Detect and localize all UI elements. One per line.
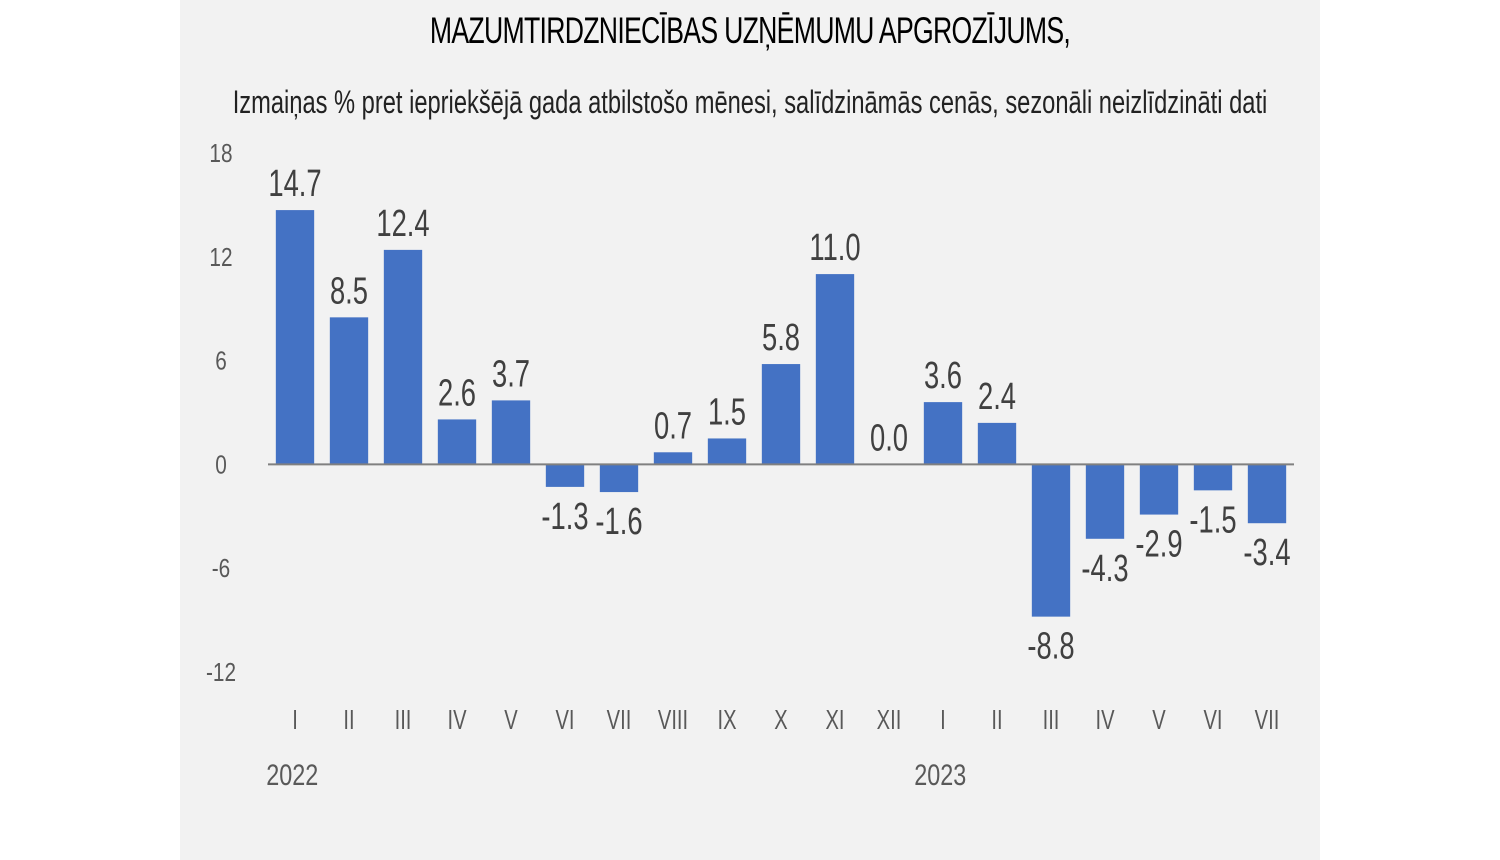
x-tick-label: V (1152, 705, 1166, 736)
y-tick-label: 18 (209, 139, 232, 168)
data-label: -3.4 (1243, 532, 1290, 574)
bar (707, 438, 747, 465)
data-label: 2.4 (978, 376, 1016, 418)
y-tick-label: -6 (212, 554, 230, 583)
bar (761, 364, 801, 465)
x-tick-label: XI (825, 705, 844, 736)
x-tick-label: IV (1095, 705, 1115, 736)
data-label: -1.5 (1189, 499, 1236, 541)
bar (1193, 464, 1233, 491)
data-label: 8.5 (330, 270, 368, 312)
x-tick-label: III (395, 705, 412, 736)
data-label: -8.8 (1027, 625, 1074, 667)
bar (491, 400, 531, 465)
data-labels: 14.7 8.512.4 2.6 3.7 -1.3 -1.6 0.7 1.5 5.8 11.0 0.… (268, 163, 1290, 668)
x-tick-label: VI (555, 705, 574, 736)
x-tick-label: VIII (658, 705, 688, 736)
data-label: 0.7 (654, 405, 692, 447)
data-label: 3.7 (492, 353, 530, 395)
y-axis-tick-labels: 18 12 6 0 -6 -12 (206, 139, 236, 687)
x-tick-label: X (774, 705, 787, 736)
x-tick-label: VII (607, 705, 632, 736)
x-tick-label: XII (877, 705, 902, 736)
bar (275, 210, 315, 465)
bar (545, 464, 585, 487)
y-tick-label: 0 (215, 450, 227, 479)
bar (599, 464, 639, 493)
data-label: 11.0 (809, 227, 860, 269)
x-axis-category-labels: I II III IV V VI VII VIII IX X XI XII I II III IV V VI VII (292, 705, 1279, 736)
x-tick-label: IX (717, 705, 736, 736)
x-tick-label: VII (1255, 705, 1280, 736)
bar (1247, 464, 1287, 524)
data-label: 14.7 (268, 163, 321, 205)
data-label: 5.8 (762, 317, 800, 359)
data-label: -2.9 (1135, 523, 1182, 565)
bar (977, 422, 1017, 465)
x-tick-label: I (292, 705, 298, 736)
data-label: -1.6 (595, 501, 642, 543)
x-tick-label: VI (1203, 705, 1222, 736)
y-tick-label: 6 (215, 346, 227, 375)
data-label: 1.5 (708, 391, 746, 433)
year-label: 2022 (266, 758, 318, 791)
x-tick-label: V (504, 705, 518, 736)
data-label: -4.3 (1081, 548, 1128, 590)
bar (437, 419, 477, 465)
data-label: 2.6 (438, 372, 476, 414)
y-tick-label: 12 (209, 243, 232, 272)
data-label: 0.0 (870, 417, 908, 459)
x-axis-year-labels: 2022 2023 (266, 758, 966, 791)
bar (1085, 464, 1125, 539)
bar (815, 274, 855, 465)
bars (275, 210, 1287, 617)
chart-title: MAZUMTIRDZNIECĪBAS UZŅĒMUMU APGROZĪJUMS, (429, 10, 1071, 51)
year-label: 2023 (914, 758, 966, 791)
x-tick-label: III (1043, 705, 1060, 736)
x-tick-label: II (343, 705, 354, 736)
bar (383, 249, 423, 465)
x-tick-label: I (940, 705, 946, 736)
x-tick-label: IV (447, 705, 467, 736)
data-label: 3.6 (924, 355, 962, 397)
y-tick-label: -12 (206, 658, 236, 687)
bar (329, 317, 369, 465)
data-label: -1.3 (541, 496, 588, 538)
chart-panel (180, 0, 1320, 860)
bar (653, 452, 693, 465)
bar (923, 402, 963, 465)
bar (1139, 464, 1179, 515)
data-label: 12.4 (376, 203, 429, 245)
bar (1031, 464, 1071, 617)
x-tick-label: II (991, 705, 1002, 736)
chart-subtitle: Izmaiņas % pret iepriekšējā gada atbilst… (232, 84, 1268, 120)
